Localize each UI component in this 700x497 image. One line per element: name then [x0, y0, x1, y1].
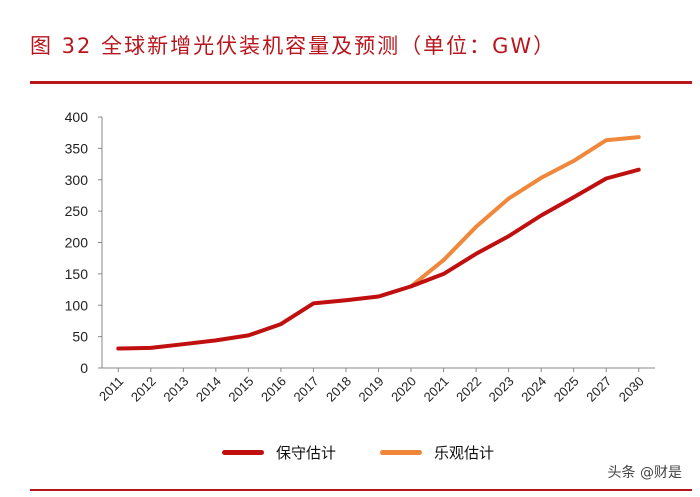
x-tick-label: 2014	[193, 374, 224, 405]
x-tick-label: 2021	[421, 374, 452, 405]
y-tick-label: 300	[65, 172, 89, 188]
legend-swatch-conservative	[222, 449, 264, 455]
x-tick-label: 2017	[291, 374, 322, 405]
x-tick-label: 2013	[160, 374, 191, 405]
series-line-optimistic	[409, 135, 641, 289]
legend-item-optimistic: 乐观估计	[380, 440, 494, 464]
x-tick-label: 2018	[323, 374, 354, 405]
y-tick-label: 400	[65, 109, 89, 125]
chart-legend: 保守估计 乐观估计	[0, 440, 700, 464]
legend-item-conservative: 保守估计	[222, 440, 336, 464]
x-tick-label: 2019	[356, 374, 387, 405]
x-tick-label: 2016	[258, 374, 289, 405]
chart-series	[116, 135, 641, 351]
x-tick-label: 2023	[486, 374, 517, 405]
legend-swatch-optimistic	[380, 449, 422, 455]
chart-axes: 0 50 100 150 200 250 300 350 400 2011 2012 2013 2014…	[65, 109, 655, 405]
x-tick-label: 2011	[96, 374, 126, 404]
x-tick-label: 2030	[616, 374, 647, 405]
figure-title: 图 32 全球新增光伏装机容量及预测（单位：GW）	[30, 34, 557, 58]
y-tick-label: 200	[65, 235, 89, 251]
title-underline	[30, 81, 692, 84]
x-tick-label: 2012	[128, 374, 159, 405]
x-tick-label: 2024	[518, 374, 549, 405]
y-tick-label: 100	[65, 297, 89, 313]
x-tick-label: 2020	[388, 374, 419, 405]
legend-label-optimistic: 乐观估计	[434, 443, 495, 462]
x-tick-label: 2025	[551, 374, 582, 405]
series-line-conservative	[116, 167, 641, 351]
x-tick-label: 2015	[225, 374, 256, 405]
y-tick-label: 150	[65, 266, 89, 282]
y-tick-label: 350	[65, 140, 89, 156]
y-tick-label: 50	[72, 329, 88, 345]
y-tick-label: 250	[65, 203, 89, 219]
bottom-rule	[30, 489, 692, 491]
x-tick-label: 2027	[583, 374, 614, 405]
y-tick-label: 0	[80, 360, 88, 376]
line-chart: 0 50 100 150 200 250 300 350 400 2011 2012 2013 2014…	[65, 109, 655, 405]
watermark: 头条 @财是	[607, 465, 682, 481]
legend-label-conservative: 保守估计	[276, 443, 337, 462]
x-tick-label: 2022	[453, 374, 484, 405]
